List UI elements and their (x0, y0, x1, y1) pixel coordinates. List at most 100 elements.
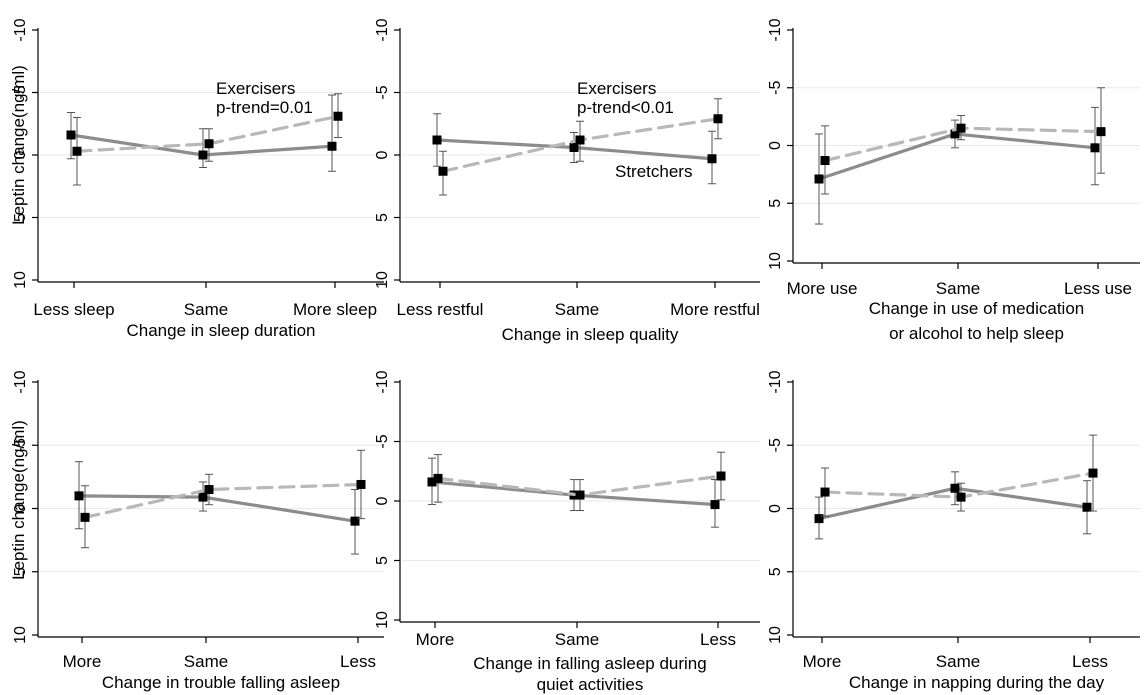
panel-6-ytick-label-4: 10 (767, 626, 784, 644)
panel-2-series-stretchers-point-1 (569, 143, 579, 152)
panel-6-ytick-label-0: -10 (767, 370, 784, 393)
panel-3-series-exercisers-point-2 (1096, 127, 1106, 137)
annotation-panel-1-exercisers: Exercisers (216, 79, 295, 98)
panel-4-xtick-label-1: Same (184, 652, 228, 671)
panel-5-xtick-label-1: Same (555, 630, 599, 649)
panel-6-ytick-label-2: 0 (767, 504, 784, 513)
panel-4-series-exercisers-line (83, 482, 363, 519)
panel-3-xlabel-line-1: Change in use of medication (869, 299, 1084, 318)
panel-1-series-exercisers-point-1 (204, 139, 214, 149)
panel-5-ytick-label-0: -10 (374, 370, 391, 393)
panel-3-ytick-label-1: -5 (767, 81, 784, 95)
panel-5: -10 -5 0 5 10 More Same Less Change in falling a… (374, 370, 760, 694)
panel-4-series-stretchers-point-0 (74, 491, 84, 501)
panel-4-series-stretchers-point-1 (198, 492, 208, 502)
panel-4-ytick-label-2: 0 (12, 504, 29, 513)
panel-2-xtick-label-1: Same (555, 300, 599, 319)
panel-5-series-exercisers-point-2 (716, 471, 726, 481)
panel-1-series-stretchers-point-0 (66, 130, 76, 140)
panel-2-ytick-label-4: 10 (374, 271, 391, 289)
panel-2-series-exercisers-point-2 (713, 114, 723, 124)
panel-5-ytick-label-4: 10 (374, 611, 391, 629)
panel-5-series-exercisers-point-0 (433, 473, 443, 483)
panel-1-xlabel-line-1: Change in sleep duration (126, 321, 315, 340)
panel-5-ytick-label-2: 0 (374, 496, 391, 505)
panel-1-xtick-label-0: Less sleep (33, 300, 114, 319)
panel-3-series-stretchers-point-2 (1090, 143, 1100, 153)
panel-5-xlabel-line-2: quiet activities (537, 675, 644, 694)
panel-2-xtick-label-2: More restful (670, 300, 760, 319)
panel-6-series-exercisers-point-0 (820, 487, 830, 497)
panel-6-ytick-label-3: 5 (767, 567, 784, 576)
panel-5-ytick-label-1: -5 (374, 434, 391, 448)
panel-3-series-stretchers-point-0 (814, 174, 824, 184)
panel-6-series-stretchers-point-0 (814, 514, 824, 524)
panel-2-series-exercisers-point-0 (438, 166, 448, 176)
panel-5-xtick-label-2: Less (700, 630, 736, 649)
panel-1-ytick-label-3: 5 (12, 213, 29, 222)
panel-3-ytick-label-4: 10 (767, 252, 784, 270)
annotation-panel-2-exercisers: Exercisers (577, 79, 656, 98)
ylabel-row-1: Leptin change(ng/ml) (9, 65, 28, 225)
panel-6-series-stretchers-point-2 (1082, 502, 1092, 512)
panel-6-ytick-label-1: -5 (767, 438, 784, 452)
panel-5-series-exercisers-point-1 (575, 490, 585, 500)
panel-6-xlabel-line-1: Change in napping during the day (849, 673, 1105, 692)
panel-3-xlabel-line-2: or alcohol to help sleep (889, 324, 1064, 343)
panel-3-series-exercisers-point-1 (956, 123, 966, 133)
panel-6-xtick-label-0: More (803, 652, 842, 671)
panel-4-xtick-label-2: Less (340, 652, 376, 671)
panel-1-series-exercisers-point-2 (333, 111, 343, 121)
ylabel-row-2: Leptin change(ng/ml) (9, 420, 28, 580)
panel-2-ytick-label-3: 5 (374, 213, 391, 222)
panel-2-ytick-label-0: -10 (374, 18, 391, 41)
panel-4-series-exercisers-point-0 (80, 512, 90, 522)
panel-4-ytick-label-4: 10 (12, 626, 29, 644)
panel-3-series-stretchers-point-1 (950, 129, 960, 139)
panel-1-ytick-label-4: 10 (12, 271, 29, 289)
panel-4-ytick-label-0: -10 (12, 370, 29, 393)
panel-3-ytick-label-2: 0 (767, 141, 784, 150)
panel-5-xlabel-line-1: Change in falling asleep during (473, 654, 706, 673)
panel-4-series-exercisers-point-1 (204, 485, 214, 495)
panel-6-xtick-label-2: Less (1072, 652, 1108, 671)
panel-2-xtick-label-0: Less restful (397, 300, 484, 319)
panel-4-ytick-label-1: -5 (12, 438, 29, 452)
panel-5-ytick-label-3: 5 (374, 556, 391, 565)
panel-2-series-stretchers-point-0 (432, 135, 442, 145)
panel-6-series-exercisers-point-2 (1088, 468, 1098, 478)
annotation-panel-2-stretchers: Stretchers (615, 162, 692, 181)
panel-4-xlabel-line-1: Change in trouble falling asleep (102, 673, 340, 692)
panel-1-series-stretchers-point-1 (198, 150, 208, 160)
panel-3-xtick-label-2: Less use (1064, 279, 1132, 298)
panel-2-series-stretchers-point-2 (707, 154, 717, 164)
panel-6-xtick-label-1: Same (936, 652, 980, 671)
panel-1-series-exercisers-point-0 (72, 146, 82, 156)
panel-1-xtick-label-2: More sleep (293, 300, 377, 319)
panel-2-ytick-label-2: 0 (374, 150, 391, 159)
panel-1-ytick-label-0: -10 (12, 18, 29, 41)
panel-4-xtick-label-0: More (63, 652, 102, 671)
panel-1-xtick-label-1: Same (184, 300, 228, 319)
panel-2-xlabel-line-1: Change in sleep quality (502, 325, 679, 344)
panel-3-xtick-label-0: More use (787, 279, 858, 298)
panel-1-ytick-label-2: 0 (12, 150, 29, 159)
annotation-panel-1-ptrend: p-trend=0.01 (216, 98, 313, 117)
panel-4-ytick-label-3: 5 (12, 567, 29, 576)
panel-2-ytick-label-1: -5 (374, 85, 391, 99)
panel-6-series-stretchers-point-1 (950, 483, 960, 493)
panel-3-series-stretchers-line (817, 132, 1097, 181)
panel-4-series-exercisers-point-2 (356, 479, 366, 489)
panel-3-ytick-label-3: 5 (767, 199, 784, 208)
panel-6: -10 -5 0 5 10 More Same Less Change in napping d… (767, 370, 1140, 692)
panel-3-xtick-label-1: Same (936, 279, 980, 298)
panel-5-series-stretchers-point-0 (427, 477, 437, 487)
panel-2: -10 -5 0 5 10 Less restful Same More restful Cha… (374, 18, 760, 344)
panel-3-series-exercisers-point-0 (820, 156, 830, 166)
panel-1-series-stretchers-point-2 (327, 141, 337, 151)
panel-3-ytick-label-0: -10 (767, 18, 784, 41)
